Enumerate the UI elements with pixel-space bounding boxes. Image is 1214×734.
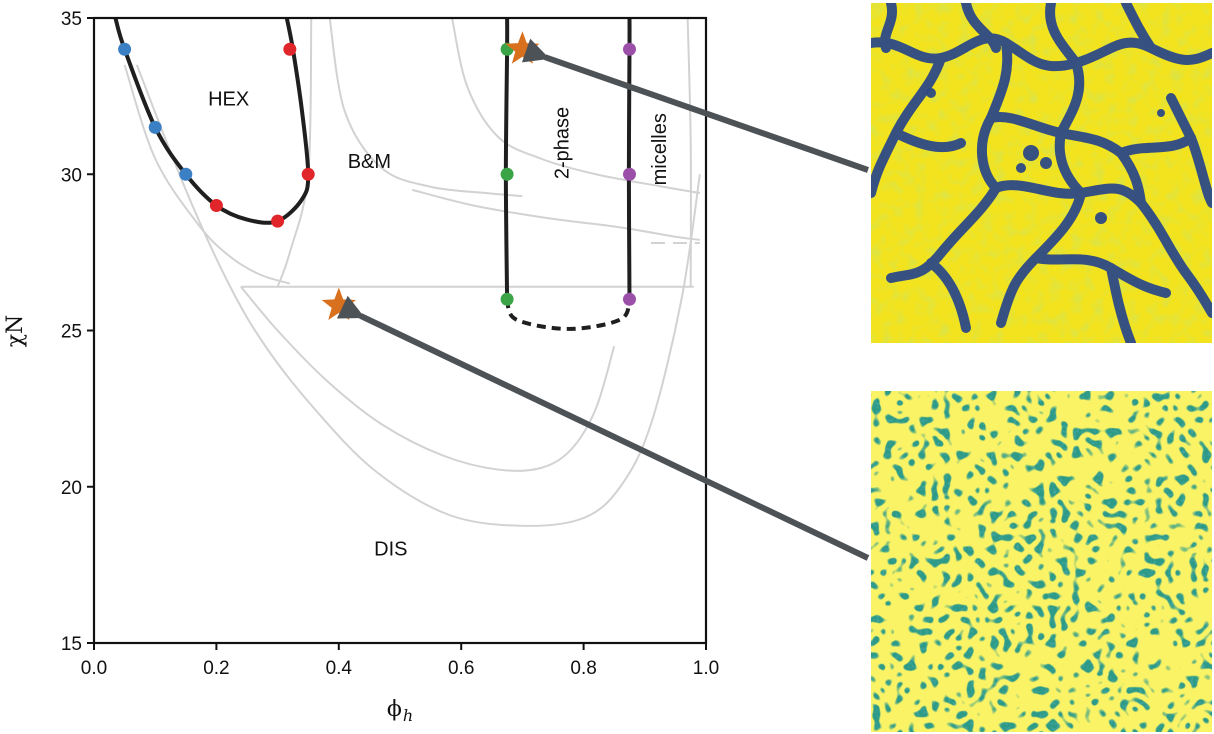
gray-curve-13 xyxy=(686,18,692,287)
data-point-s1-0 xyxy=(283,42,297,56)
pointer-arrow-0 xyxy=(521,38,869,173)
gray-curve-9 xyxy=(135,64,701,527)
data-point-s1-1 xyxy=(301,167,315,181)
y-tick-label: 35 xyxy=(61,9,82,30)
phase-boundaries xyxy=(113,18,632,331)
gray-curve-7 xyxy=(451,18,701,194)
micelle-snapshot-image xyxy=(871,391,1212,732)
x-tick-label: 0.0 xyxy=(81,658,107,679)
star-marker-1 xyxy=(321,287,356,321)
y-tick-label: 25 xyxy=(61,322,82,343)
data-point-s2-1 xyxy=(500,167,514,181)
y-tick-label: 30 xyxy=(61,165,82,186)
boundary-curve-2 xyxy=(626,18,632,300)
region-label-micelles: micelles xyxy=(649,113,671,185)
data-point-s0-0 xyxy=(118,42,132,56)
pointer-arrow-1 xyxy=(336,295,870,561)
data-points xyxy=(118,31,636,321)
gray-reference-curves xyxy=(123,18,701,527)
x-tick-label: 0.8 xyxy=(570,658,596,679)
x-tick-label: 0.2 xyxy=(203,658,229,679)
y-tick-label: 20 xyxy=(61,478,82,499)
gray-curve-5 xyxy=(276,18,313,288)
network-snapshot-image xyxy=(871,3,1212,343)
boundary-curve-0 xyxy=(113,18,311,225)
x-tick-label: 0.6 xyxy=(448,658,474,679)
y-tick-label: 15 xyxy=(61,634,82,655)
region-label-2-phase: 2-phase xyxy=(551,107,573,179)
gray-curve-11 xyxy=(123,64,291,285)
x-tick-label: 0.4 xyxy=(326,658,353,679)
data-point-s0-1 xyxy=(148,120,162,134)
annotation-arrows xyxy=(336,38,870,561)
data-point-s3-2 xyxy=(623,292,636,306)
boundary-curve-1 xyxy=(503,18,510,300)
data-point-s1-2 xyxy=(209,199,223,212)
x-axis-label: ϕh xyxy=(387,697,413,725)
region-label-b-m: B&M xyxy=(348,151,391,173)
gray-curve-8 xyxy=(411,188,701,241)
x-tick-label: 1.0 xyxy=(693,658,719,679)
snapshot-top xyxy=(871,3,1212,343)
y-axis-ticks: 15 20 25 30 35 xyxy=(61,9,94,655)
y-axis-label: χN xyxy=(3,315,28,348)
data-point-s3-0 xyxy=(623,42,636,56)
data-point-s3-1 xyxy=(623,167,636,181)
gray-curve-10 xyxy=(240,286,616,472)
data-point-s0-2 xyxy=(179,167,193,181)
boundary-curve-3 xyxy=(505,298,632,331)
star-marker-0 xyxy=(505,31,540,64)
data-point-s1-3 xyxy=(271,214,285,228)
region-label-dis: DIS xyxy=(374,539,407,561)
region-label-hex: HEX xyxy=(208,89,249,111)
x-axis-ticks: 0.0 0.2 0.4 0.6 0.8 1.0 xyxy=(81,643,719,679)
data-point-s2-2 xyxy=(500,292,514,306)
region-labels: HEX B&M DIS 2-phase micelles xyxy=(208,89,671,561)
snapshot-bottom xyxy=(871,391,1212,732)
gray-curve-6 xyxy=(328,18,523,198)
